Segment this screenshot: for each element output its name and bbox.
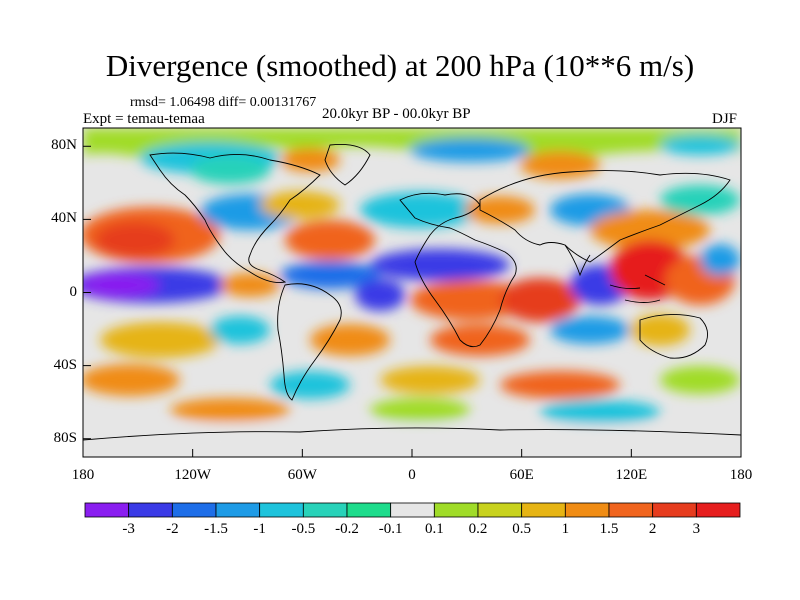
experiment-label: Expt = temau-temaa <box>83 111 205 127</box>
lat-tick-label: 0 <box>69 283 78 300</box>
colorbar-label: -0.1 <box>378 521 403 537</box>
field-layer <box>83 128 741 457</box>
colorbar-label: 0.2 <box>468 521 488 537</box>
lon-tick-label: 60E <box>509 467 534 483</box>
colorbar-swatch <box>564 502 610 518</box>
axis-ticks <box>82 145 742 457</box>
period-label: 20.0kyr BP - 00.0kyr BP <box>322 106 471 122</box>
colorbar-label: -2 <box>166 521 179 537</box>
colorbar-swatch <box>433 502 479 518</box>
colorbar-swatch <box>521 502 566 518</box>
lon-tick-label: 60W <box>287 467 317 483</box>
lon-tick-label: 0 <box>408 467 416 483</box>
lon-tick-label: 120W <box>174 467 211 483</box>
colorbar-swatch <box>346 502 392 518</box>
colorbar-label: 2 <box>648 521 657 537</box>
lat-tick-label: 40N <box>51 210 77 227</box>
colorbar-swatch <box>128 502 173 518</box>
coastlines <box>83 144 741 441</box>
colorbar-label: -3 <box>122 521 135 537</box>
colorbar-swatch <box>695 502 741 518</box>
colorbar-swatch <box>84 502 130 518</box>
lon-tick-label: 180 <box>729 467 753 483</box>
lat-tick-label: 80N <box>51 137 77 154</box>
map-title: Divergence (smoothed) at 200 hPa (10**6 … <box>105 48 695 83</box>
lon-tick-label: 120E <box>615 467 648 483</box>
lat-tick-label: 40S <box>53 356 77 373</box>
stats-text: rmsd= 1.06498 diff= 0.00131767 <box>130 95 317 110</box>
lon-tick-label: 180 <box>71 467 95 483</box>
lat-tick-label: 80S <box>53 429 77 446</box>
colorbar-label: -0.2 <box>335 521 359 537</box>
colorbar-label: 3 <box>692 521 701 537</box>
colorbar-swatch <box>259 502 304 518</box>
season-label: DJF <box>712 111 738 127</box>
colorbar-swatch <box>652 502 697 518</box>
colorbar-label: 1 <box>561 521 570 537</box>
colorbar-label: -1.5 <box>204 521 228 537</box>
colorbar-label: 0.5 <box>512 521 532 537</box>
colorbar-swatch <box>171 502 217 518</box>
field-blobs <box>83 128 741 457</box>
colorbar-swatch <box>390 502 435 518</box>
colorbar-label: 1.5 <box>599 521 619 537</box>
colorbar-label: -1 <box>253 521 266 537</box>
colorbar-swatch <box>215 502 261 518</box>
colorbar-swatch <box>477 502 523 518</box>
colorbar-label: -0.5 <box>291 521 316 537</box>
colorbar-swatch <box>608 502 654 518</box>
colorbar-swatch <box>302 502 348 518</box>
colorbar <box>84 502 741 518</box>
colorbar-label: 0.1 <box>424 521 444 537</box>
